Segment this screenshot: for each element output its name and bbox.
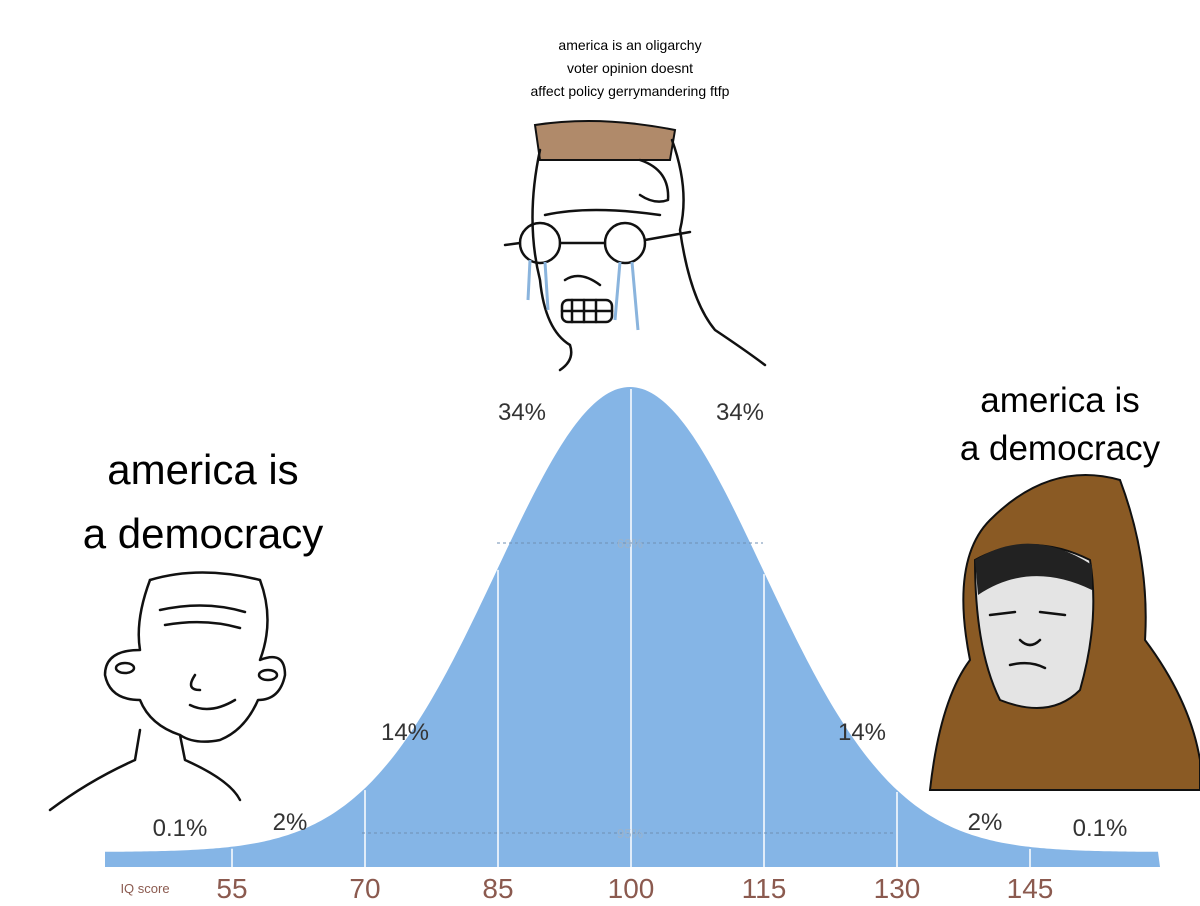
right-caption: a democracy bbox=[960, 429, 1161, 468]
right-caption: america is bbox=[980, 381, 1139, 420]
percent-label: 34% bbox=[716, 399, 764, 426]
percent-label: 0.1% bbox=[153, 815, 208, 842]
axis-ticks: 55 70 85 100 115 130 145 bbox=[216, 873, 1053, 904]
left-caption: a democracy bbox=[83, 510, 323, 557]
inner-label: 68% bbox=[617, 536, 643, 551]
top-caption: affect policy gerrymandering ftfp bbox=[531, 83, 730, 99]
percent-label: 34% bbox=[498, 399, 546, 426]
percent-label: 2% bbox=[968, 809, 1003, 836]
tick-label: 145 bbox=[1007, 873, 1054, 904]
tick-label: 85 bbox=[482, 873, 513, 904]
percent-label: 14% bbox=[381, 719, 429, 746]
bell-curve bbox=[105, 387, 1160, 867]
tick-label: 100 bbox=[608, 873, 655, 904]
top-caption: voter opinion doesnt bbox=[567, 60, 693, 76]
percent-label: 14% bbox=[838, 719, 886, 746]
top-caption: america is an oligarchy bbox=[558, 37, 701, 53]
inner-label: 95% bbox=[617, 826, 643, 841]
curve-area bbox=[105, 387, 1160, 867]
percent-label: 2% bbox=[273, 809, 308, 836]
axis-title: IQ score bbox=[120, 881, 169, 896]
left-caption: america is bbox=[107, 446, 298, 493]
tick-label: 70 bbox=[349, 873, 380, 904]
hooded-character bbox=[928, 474, 1200, 791]
tick-label: 130 bbox=[874, 873, 921, 904]
simple-character bbox=[48, 571, 287, 812]
tick-label: 115 bbox=[742, 873, 787, 904]
nerd-character bbox=[503, 120, 767, 372]
tick-label: 55 bbox=[216, 873, 247, 904]
percent-label: 0.1% bbox=[1073, 815, 1128, 842]
